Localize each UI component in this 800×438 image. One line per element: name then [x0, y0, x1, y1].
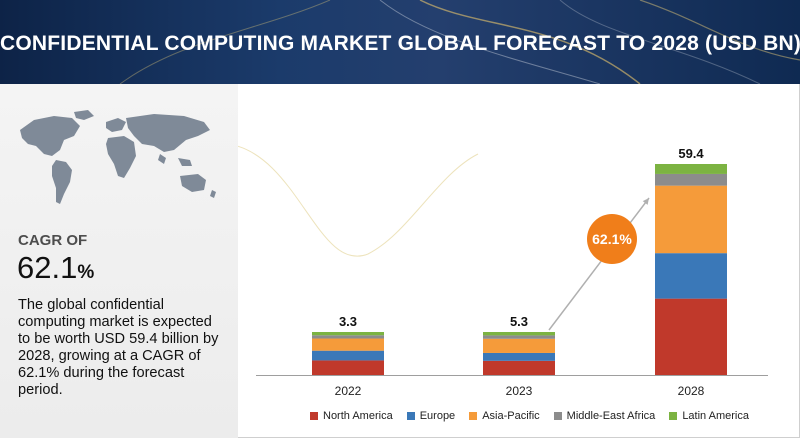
legend-item-asia-pacific: Asia-Pacific [469, 410, 540, 422]
cagr-unit: % [77, 262, 95, 283]
summary-panel: CAGR OF 62.1% The global confidential co… [0, 84, 238, 438]
x-tick-2028: 2028 [678, 384, 705, 398]
cagr-number: 62.1 [17, 250, 78, 285]
legend-label: North America [323, 410, 393, 422]
legend-item-europe: Europe [406, 410, 456, 422]
cagr-badge: 62.1% [548, 197, 650, 331]
bar-2022-latin-america [312, 332, 384, 336]
bar-2028-asia-pacific [655, 185, 727, 254]
legend-label: Latin America [682, 410, 749, 422]
bar-2028-middle-east-africa [655, 173, 727, 186]
legend-swatch [469, 412, 478, 420]
legend-label: Europe [419, 410, 456, 422]
legend-swatch [310, 412, 318, 420]
bar-2022-asia-pacific [312, 338, 384, 351]
bar-2022-north-america [312, 360, 384, 375]
stacked-bar-chart: 3.3 2022 5.3 2023 59.4 2028 62.1% [238, 145, 768, 398]
cagr-label: CAGR OF [18, 232, 88, 249]
chart-area: 3.3 2022 5.3 2023 59.4 2028 62.1% [238, 84, 800, 438]
bar-2022-europe [312, 350, 384, 361]
bar-2022-middle-east-africa [312, 335, 384, 339]
growth-arrow-line [548, 197, 650, 331]
chart-title: CONFIDENTIAL COMPUTING MARKET GLOBAL FOR… [0, 32, 800, 55]
decorative-curve [238, 145, 479, 257]
x-tick-2023: 2023 [506, 384, 533, 398]
bar-2028-latin-america [655, 164, 727, 174]
x-tick-2022: 2022 [335, 384, 362, 398]
bar-2023-latin-america [483, 332, 555, 336]
bar-2023-middle-east-africa [483, 335, 555, 339]
total-label-2028: 59.4 [678, 146, 704, 161]
banner-light-streaks [119, 0, 800, 84]
cagr-badge-label: 62.1% [592, 231, 632, 247]
cagr-value: 62.1% [17, 250, 94, 286]
total-label-2022: 3.3 [339, 314, 357, 329]
market-summary-text: The global confidential computing market… [18, 297, 219, 398]
bar-2028-europe [655, 253, 727, 299]
bar-2028-north-america [655, 298, 727, 375]
chart-legend: North America Europe Asia-Pacific Middle-Ea… [310, 408, 749, 424]
legend-swatch [553, 412, 562, 420]
legend-item-latin-america: Latin America [669, 410, 749, 422]
bar-2023-north-america [483, 360, 555, 375]
legend-label: Asia-Pacific [482, 410, 540, 422]
title-banner: CONFIDENTIAL COMPUTING MARKET GLOBAL FOR… [0, 0, 800, 84]
total-label-2023: 5.3 [510, 314, 528, 329]
legend-swatch [406, 412, 415, 420]
legend-label: Middle-East Africa [566, 410, 656, 422]
growth-arrow-head [642, 198, 649, 205]
legend-item-middle-east-africa: Middle-East Africa [553, 410, 656, 422]
cagr-circle [587, 214, 637, 264]
world-map-icon [20, 110, 216, 204]
bar-2023-europe [483, 352, 555, 361]
bar-2023-asia-pacific [483, 338, 555, 353]
legend-item-north-america: North America [310, 410, 393, 422]
legend-swatch [669, 412, 678, 420]
